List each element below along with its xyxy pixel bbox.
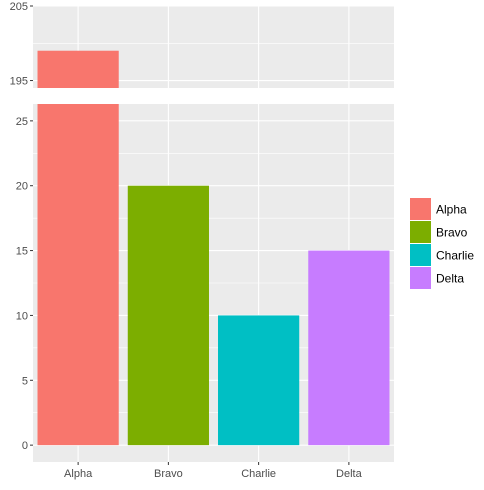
- x-tick-label-charlie: Charlie: [241, 468, 276, 480]
- bar-bravo: [127, 185, 209, 446]
- bar-alpha: [37, 104, 119, 446]
- legend-key-delta: [410, 267, 431, 289]
- legend-label-delta: Delta: [436, 272, 464, 286]
- lower-panel-y-tick-label: 5: [22, 375, 28, 387]
- x-tick-label-alpha: Alpha: [64, 468, 93, 480]
- x-axis: Alpha Bravo Charlie Delta: [64, 462, 363, 480]
- legend: Alpha Bravo Charlie Delta: [410, 198, 474, 289]
- lower-panel-y-tick-label: 10: [16, 310, 28, 322]
- x-tick-label-bravo: Bravo: [154, 468, 183, 480]
- upper-panel: 195 205: [10, 1, 394, 88]
- legend-key-bravo: [410, 221, 431, 243]
- bar-delta: [308, 250, 390, 446]
- upper-panel-y-tick-label: 195: [10, 76, 28, 88]
- legend-label-alpha: Alpha: [436, 203, 467, 217]
- legend-key-charlie: [410, 244, 431, 266]
- legend-label-bravo: Bravo: [436, 226, 468, 240]
- lower-panel-y-tick-label: 25: [16, 116, 28, 128]
- bar-alpha: [37, 50, 119, 88]
- legend-label-charlie: Charlie: [436, 249, 474, 263]
- legend-key-alpha: [410, 198, 431, 220]
- bar-charlie: [218, 315, 300, 446]
- lower-panel-y-tick-label: 0: [22, 440, 28, 452]
- lower-panel: 0 5 10 15 20 25: [16, 104, 394, 462]
- upper-panel-y-tick-label: 205: [10, 1, 28, 13]
- lower-panel-y-tick-label: 20: [16, 181, 28, 193]
- x-tick-label-delta: Delta: [336, 468, 363, 480]
- lower-panel-y-tick-label: 15: [16, 246, 28, 258]
